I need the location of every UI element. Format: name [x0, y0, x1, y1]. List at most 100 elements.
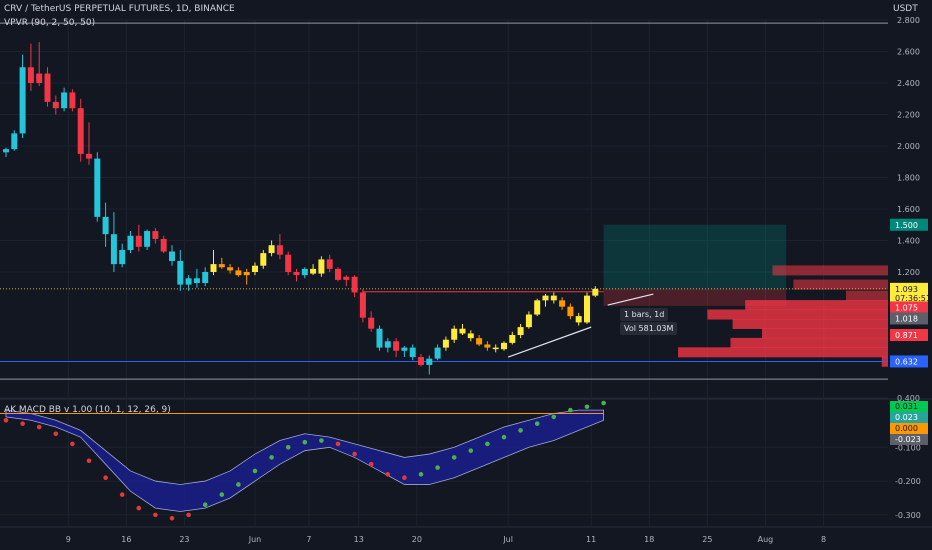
macd-dot: [352, 451, 357, 457]
price-badge: [890, 301, 928, 314]
x-tick-label: 11: [586, 535, 596, 544]
volume-profile-bar: [707, 309, 888, 320]
candle-body: [227, 267, 234, 271]
candle-body: [202, 272, 209, 284]
y-tick-label: 2.800: [897, 16, 920, 25]
macd-y-tick-label: -0.100: [895, 443, 921, 452]
y-tick-label: 2.200: [897, 111, 920, 120]
candle-body: [61, 92, 68, 109]
macd-dot: [169, 515, 175, 521]
macd-dot: [435, 465, 440, 470]
y-tick-label: 1.800: [897, 174, 920, 183]
candle-body: [359, 292, 366, 318]
macd-dot: [236, 482, 241, 487]
candle-body: [127, 235, 134, 250]
candle-body: [592, 288, 599, 296]
price-badge: [890, 355, 928, 368]
macd-dot: [568, 407, 573, 413]
candle-body: [268, 245, 275, 254]
candle-body: [559, 300, 566, 307]
macd-value-badge-label: 0.000: [895, 424, 918, 433]
candle-body: [542, 295, 549, 301]
macd-dot: [368, 461, 374, 467]
candle-body: [152, 231, 159, 239]
x-tick-label: 16: [121, 535, 131, 544]
macd-dot: [219, 492, 225, 497]
macd-value-badge-label: -0.023: [895, 435, 921, 444]
candle-body: [36, 73, 43, 83]
macd-dot: [385, 472, 391, 477]
macd-dot: [402, 475, 407, 481]
candle-body: [3, 149, 9, 153]
macd-dot: [202, 502, 208, 508]
volume-profile-bar: [732, 318, 888, 329]
candle-body: [86, 153, 92, 159]
candle-body: [160, 238, 167, 252]
macd-dot: [252, 468, 258, 474]
macd-indicator-label[interactable]: AK MACD BB v 1.00 (10, 1, 12, 26, 9): [4, 405, 171, 415]
candle-body: [218, 264, 225, 268]
candle-body: [243, 272, 250, 276]
macd-dot: [451, 455, 457, 460]
candle-body: [169, 251, 175, 261]
candle-body: [409, 347, 416, 358]
position-stop-zone: [603, 288, 787, 306]
volume-profile-bar: [762, 328, 888, 339]
candle-body: [193, 278, 200, 284]
candle-body: [584, 295, 590, 323]
reference-bracket-line: [362, 291, 604, 302]
volume-profile-bar: [745, 300, 888, 311]
candle-body: [476, 338, 483, 345]
x-tick-label: 13: [354, 535, 364, 544]
price-badge: [890, 218, 928, 231]
y-tick-label: 2.000: [897, 142, 920, 151]
price-badge-label: 07:36:51: [895, 294, 931, 303]
macd-dot: [468, 448, 474, 453]
x-tick-label: Jul: [502, 535, 513, 544]
y-tick-label: 1.200: [897, 268, 920, 277]
price-badge-label: 1.500: [895, 221, 918, 230]
x-tick-label: 18: [644, 535, 654, 544]
volume-profile-bar: [793, 279, 888, 290]
candle-body: [534, 300, 541, 315]
candle-body: [102, 216, 109, 235]
macd-dot: [485, 441, 490, 447]
macd-value-badge: [890, 412, 928, 423]
y-tick-label: 2.600: [897, 48, 920, 57]
price-badge: [890, 329, 928, 341]
macd-dot: [285, 444, 291, 450]
symbol-title[interactable]: CRV / TetherUS PERPETUAL FUTURES, 1D, BI…: [4, 4, 235, 14]
candle-body: [517, 327, 524, 335]
price-badge-label: 1.075: [895, 303, 918, 312]
macd-dot: [53, 431, 59, 437]
y-tick-label: 1.400: [897, 237, 920, 246]
candle-body: [343, 276, 350, 280]
price-badge-label: 1.093: [895, 285, 918, 294]
macd-dot: [136, 505, 142, 511]
y-tick-label: 0.400: [897, 394, 920, 403]
macd-dot: [3, 417, 9, 423]
macd-dot: [601, 400, 606, 406]
candle-body: [525, 314, 532, 328]
macd-dot: [103, 475, 108, 481]
candle-body: [318, 259, 325, 274]
macd-dot: [534, 421, 540, 426]
candle-body: [276, 245, 283, 255]
macd-dot: [153, 512, 158, 518]
macd-dot: [501, 434, 507, 440]
candle-body: [94, 158, 101, 217]
bollinger-band: [5, 409, 604, 512]
currency-label: USDT: [893, 4, 918, 14]
candle-body: [260, 253, 267, 266]
vpvr-indicator-label[interactable]: VPVR (90, 2, 50, 50): [4, 18, 96, 28]
macd-dot: [186, 512, 191, 518]
candle-body: [326, 259, 333, 269]
volume-profile-bar: [772, 265, 888, 276]
price-badge: [890, 312, 928, 325]
macd-value-badge-label: 0.023: [895, 413, 918, 422]
x-tick-label: Aug: [758, 535, 774, 544]
price-badge: [890, 291, 928, 304]
candle-body: [575, 316, 582, 323]
price-badge-label: 0.632: [895, 357, 918, 366]
